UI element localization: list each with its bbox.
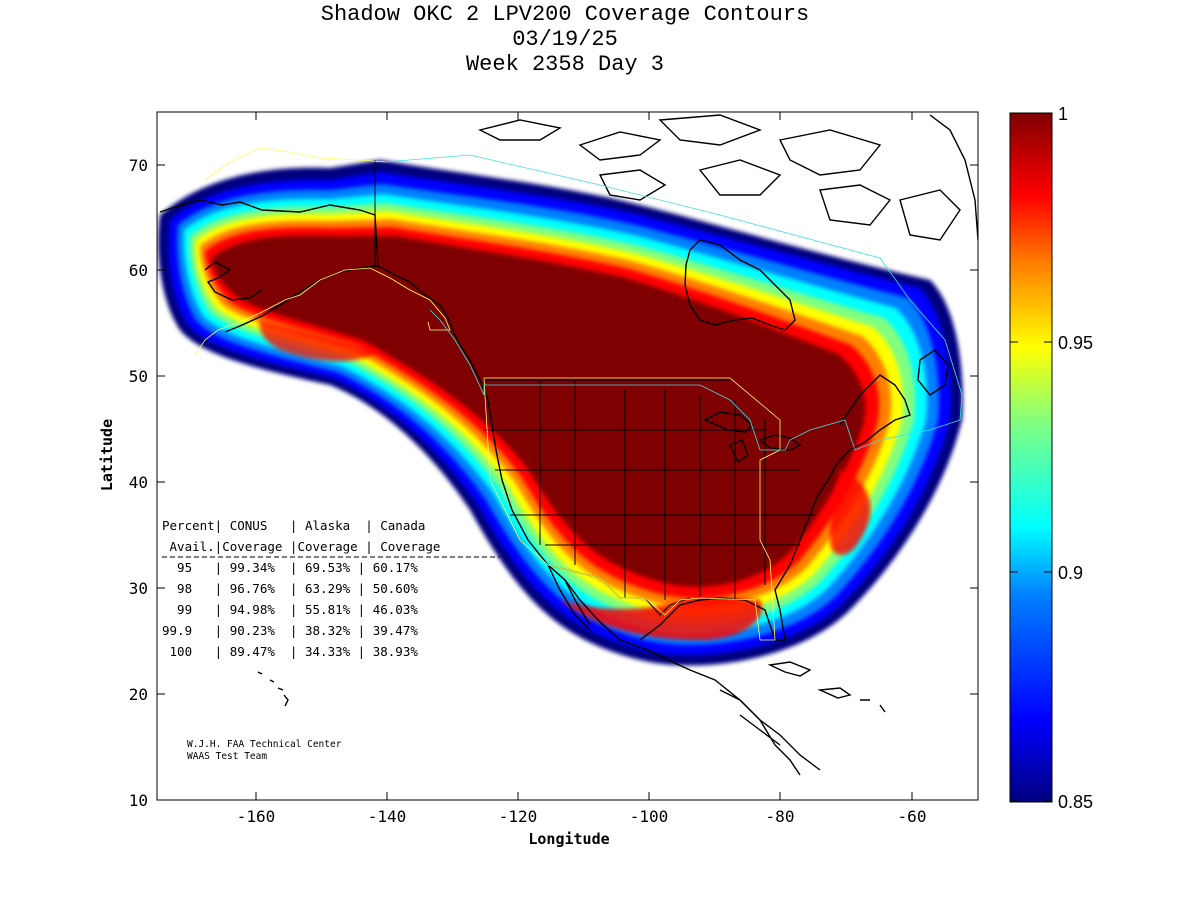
caribbean [767, 661, 886, 713]
y-axis-label: Latitude [98, 419, 116, 491]
state-grid-horizontal [484, 429, 815, 546]
colorbar-gradient [1009, 112, 1053, 803]
y-tick-label: 10 [129, 791, 148, 810]
y-tick-label: 30 [129, 579, 148, 598]
y-axis: 70 60 50 40 30 20 10 Latitude [98, 156, 978, 810]
chart-title-line-3: Week 2358 Day 3 [465, 52, 665, 77]
x-tick-label: -80 [766, 807, 795, 826]
alaska-west-coast [204, 261, 263, 301]
service-region-outlines [194, 147, 963, 641]
band-red-pocket-atlantic [830, 470, 871, 555]
hudson-bay [684, 239, 796, 331]
band-1-00 [212, 235, 866, 587]
coverage-table: Percent| CONUS | Alaska | Canada Avail.|… [162, 518, 500, 659]
x-tick-marks [255, 112, 913, 800]
greenland-coast [929, 114, 978, 241]
colorbar-tick-label: 0.85 [1058, 792, 1093, 812]
y-tick-label: 50 [129, 367, 148, 386]
chart-title-line-1: Shadow OKC 2 LPV200 Coverage Contours [320, 2, 810, 27]
x-tick-label: -120 [499, 807, 538, 826]
band-red-pocket-yukon [259, 320, 380, 362]
coverage-contours [158, 160, 963, 666]
state-grid-vertical [539, 380, 766, 600]
x-tick-label: -160 [237, 807, 276, 826]
table-row: 100 | 89.47% | 34.33% | 38.93% [162, 644, 418, 659]
x-tick-label: -60 [898, 807, 927, 826]
colorbar-tick-label: 0.95 [1058, 333, 1093, 353]
alaska-outline [194, 267, 451, 356]
x-axis: -160 -140 -120 -100 -80 -60 Longitude [237, 112, 927, 848]
credit-line-2: WAAS Test Team [187, 751, 267, 762]
table-row: 99 | 94.98% | 55.81% | 46.03% [162, 602, 418, 617]
alaska-outline-north [204, 147, 386, 181]
table-row: 95 | 99.34% | 69.53% | 60.17% [162, 560, 418, 575]
table-row: 99.9 | 90.23% | 38.32% | 39.47% [162, 623, 418, 638]
canada-outline [384, 154, 963, 451]
y-tick-label: 20 [129, 685, 148, 704]
table-header-row-2: Avail.|Coverage |Coverage | Coverage [162, 539, 440, 554]
conus-outline [483, 377, 781, 641]
hawaii [257, 671, 289, 707]
table-header-row-1: Percent| CONUS | Alaska | Canada [162, 518, 425, 533]
colorbar-tick-label: 1 [1058, 104, 1068, 124]
table-row: 98 | 96.76% | 63.29% | 50.60% [162, 581, 418, 596]
y-tick-label: 60 [129, 261, 148, 280]
central-america [719, 689, 801, 776]
x-axis-label: Longitude [528, 830, 609, 848]
arctic-islands [477, 114, 961, 241]
gulf-coast [639, 539, 801, 641]
chart-title-line-2: 03/19/25 [512, 27, 618, 52]
y-tick-label: 70 [129, 156, 148, 175]
newfoundland [917, 349, 949, 396]
east-coast [799, 374, 911, 541]
colorbar-tick-marks [1010, 112, 1052, 802]
band-red-pocket-gulf [560, 595, 762, 640]
credit-line-1: W.J.H. FAA Technical Center [187, 739, 342, 750]
y-tick-label: 40 [129, 473, 148, 492]
colorbar-tick-label: 0.9 [1058, 563, 1083, 583]
x-tick-label: -100 [630, 807, 669, 826]
baja [547, 564, 591, 631]
credit-block: W.J.H. FAA Technical Center WAAS Test Te… [187, 739, 342, 762]
x-tick-label: -140 [368, 807, 407, 826]
colorbar: 1 0.95 0.9 0.85 [1009, 104, 1093, 812]
y-tick-marks [157, 164, 978, 695]
